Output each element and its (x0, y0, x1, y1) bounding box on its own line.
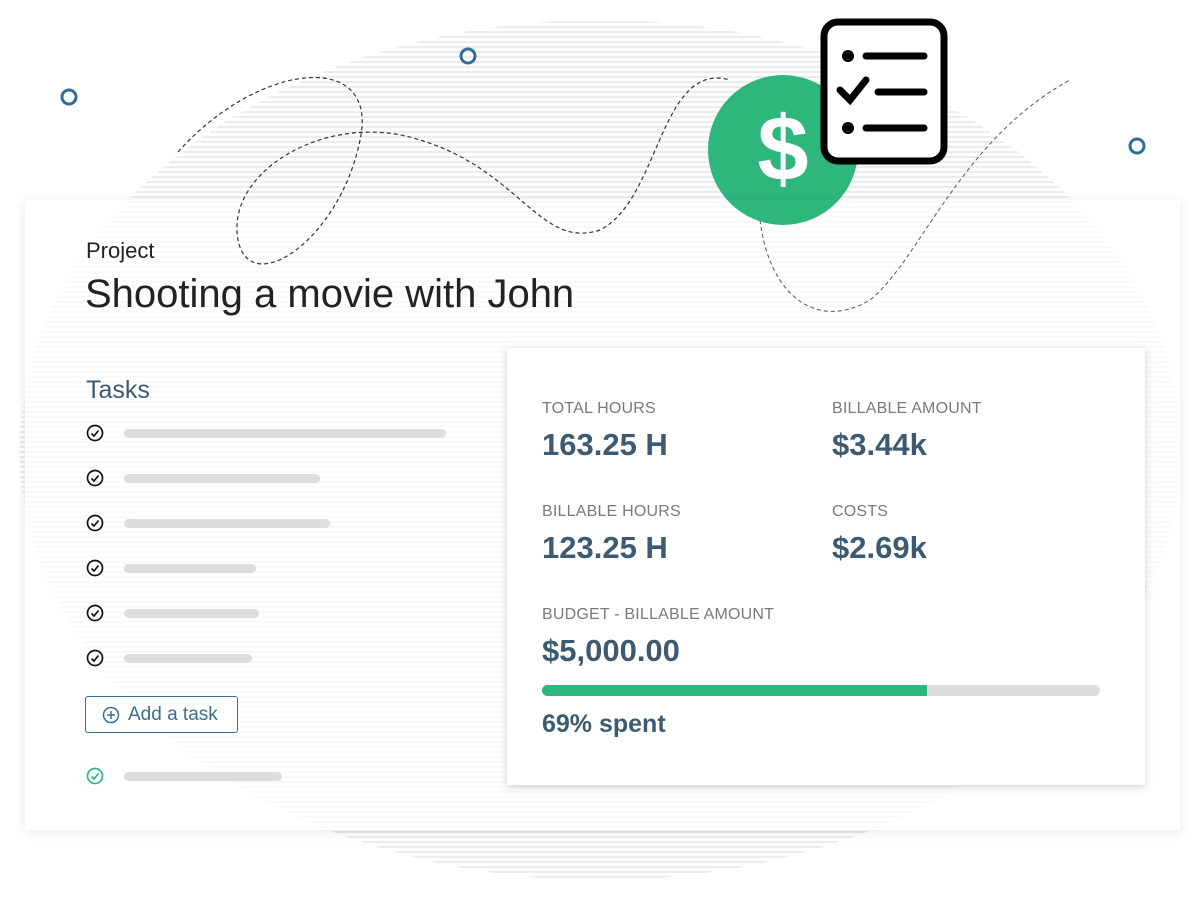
budget-value: $5,000.00 (542, 633, 680, 668)
progress-fill (542, 685, 928, 696)
check-icon (86, 424, 104, 442)
stat-value: $3.44k (832, 427, 927, 462)
task-placeholder (124, 519, 330, 528)
check-icon (86, 514, 104, 532)
task-placeholder (124, 654, 252, 663)
task-row[interactable] (86, 603, 486, 623)
project-label: Project (86, 238, 155, 263)
task-row[interactable] (86, 423, 486, 443)
check-icon (86, 649, 104, 667)
check-icon (86, 604, 104, 622)
task-placeholder (124, 609, 259, 618)
task-row[interactable] (86, 648, 486, 668)
task-row[interactable] (86, 558, 486, 578)
check-icon (86, 559, 104, 577)
svg-text:$: $ (757, 98, 808, 200)
project-title: Shooting a movie with John (85, 272, 575, 316)
stat-value: $2.69k (832, 530, 927, 565)
progress-track (542, 685, 1100, 696)
stat-label: COSTS (832, 503, 889, 520)
check-icon (86, 469, 104, 487)
spent-label: 69% spent (542, 710, 666, 738)
task-row[interactable] (86, 766, 486, 786)
budget-label: BUDGET - BILLABLE AMOUNT (542, 606, 775, 623)
stat-label: TOTAL HOURS (542, 400, 656, 417)
add-task-button[interactable]: Add a task (85, 696, 238, 733)
stat-label: BILLABLE AMOUNT (832, 400, 982, 417)
stats-card: TOTAL HOURS 163.25 H BILLABLE AMOUNT $3.… (507, 348, 1145, 785)
task-placeholder (124, 772, 282, 781)
task-placeholder (124, 429, 446, 438)
stat-value: 123.25 H (542, 530, 668, 565)
stat-value: 163.25 H (542, 427, 668, 462)
plus-icon (102, 706, 120, 723)
add-task-label: Add a task (128, 703, 218, 725)
task-row[interactable] (86, 513, 486, 533)
task-placeholder (124, 474, 320, 483)
check-icon (86, 767, 104, 785)
task-placeholder (124, 564, 256, 573)
stat-label: BILLABLE HOURS (542, 503, 681, 520)
tasks-heading: Tasks (86, 376, 150, 404)
task-row[interactable] (86, 468, 486, 488)
